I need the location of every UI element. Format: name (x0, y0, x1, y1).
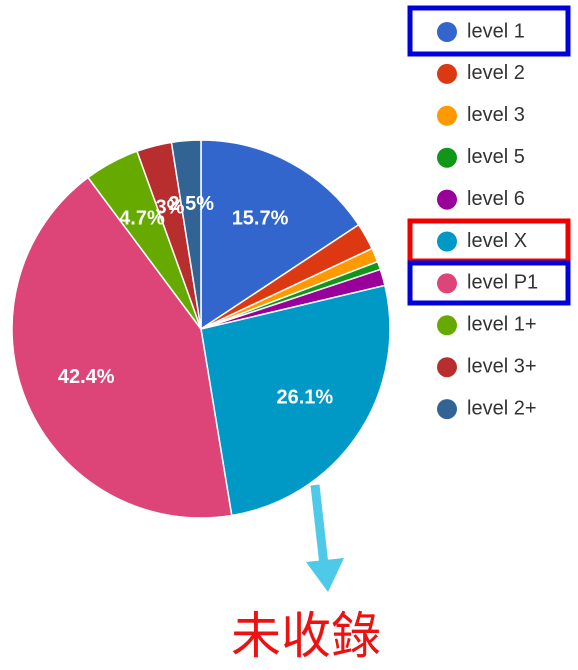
arrow-head (306, 558, 344, 592)
legend-text: level 2+ (467, 397, 537, 419)
legend-text: level 1 (467, 20, 525, 42)
pie-slice (200, 139, 360, 331)
arrow (310, 484, 329, 566)
legend-swatch (437, 273, 457, 294)
legend-swatch (437, 189, 457, 210)
legend-text: level 1+ (467, 314, 537, 336)
legend-text: level 3 (467, 104, 525, 126)
annotation: 未收錄 (231, 608, 381, 664)
legend-text: level P1 (467, 272, 538, 294)
pie-slice (200, 284, 391, 517)
slice-label: 3% (156, 196, 185, 218)
legend-swatch (437, 399, 457, 420)
slice-labels: 15.7% 26.1% 42.4% 4.7%3%2.5% (58, 193, 334, 408)
legend-swatch (437, 315, 457, 336)
legend-text: level 5 (467, 146, 525, 168)
legend-swatch (437, 105, 457, 126)
legend-swatch (437, 231, 457, 252)
slice-label: 2.5% (168, 193, 214, 215)
legend-swatch (437, 63, 457, 84)
pie-slice (11, 176, 233, 519)
slice-label: 42.4% (58, 366, 115, 388)
legend-text: level 2 (467, 62, 525, 84)
pie (11, 139, 391, 519)
slice-label: 26.1% (276, 386, 333, 408)
legend-swatch (437, 357, 457, 378)
legend-text: level 3+ (467, 355, 537, 377)
legend-swatch (437, 22, 457, 42)
legend-text: level X (467, 230, 527, 252)
legend: level 1 level 2 level 3 level 5 level 6 level… (437, 20, 538, 419)
slice-label: 15.7% (232, 207, 289, 229)
legend-text: level 6 (467, 188, 525, 210)
highlight-box (407, 5, 571, 57)
pie-slice (170, 139, 202, 330)
legend-swatch (437, 147, 457, 168)
slice-label: 4.7% (119, 207, 165, 229)
highlight-box (407, 260, 571, 306)
